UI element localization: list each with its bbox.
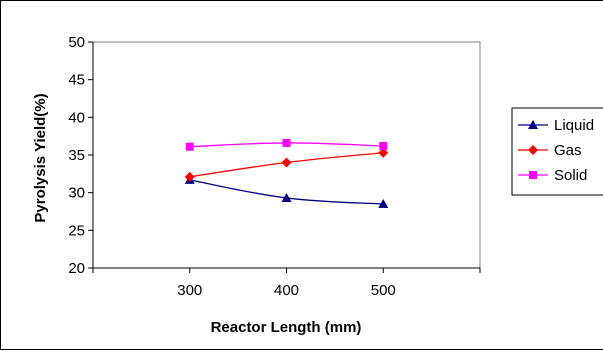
y-tick-label: 35	[68, 147, 85, 164]
data-point-solid	[379, 142, 387, 150]
y-tick-label: 25	[68, 222, 85, 239]
x-axis-title: Reactor Length (mm)	[211, 319, 362, 336]
x-tick-label: 400	[274, 282, 299, 299]
legend-label-liquid: Liquid	[554, 117, 594, 134]
legend-label-solid: Solid	[554, 167, 587, 184]
legend: Liquid Gas Solid	[512, 108, 603, 195]
data-point-solid	[186, 143, 194, 151]
x-tick-label: 300	[177, 282, 202, 299]
y-tick-label: 30	[68, 185, 85, 202]
legend-label-gas: Gas	[554, 142, 582, 159]
y-tick-label: 40	[68, 109, 85, 126]
data-point-solid	[283, 139, 291, 147]
legend-marker-solid	[529, 171, 537, 179]
x-tick-label: 500	[371, 282, 396, 299]
y-tick-label: 50	[68, 34, 85, 51]
y-tick-label: 45	[68, 72, 85, 89]
y-axis-title: Pyrolysis Yield(%)	[32, 93, 49, 222]
y-tick-label: 20	[68, 260, 85, 277]
